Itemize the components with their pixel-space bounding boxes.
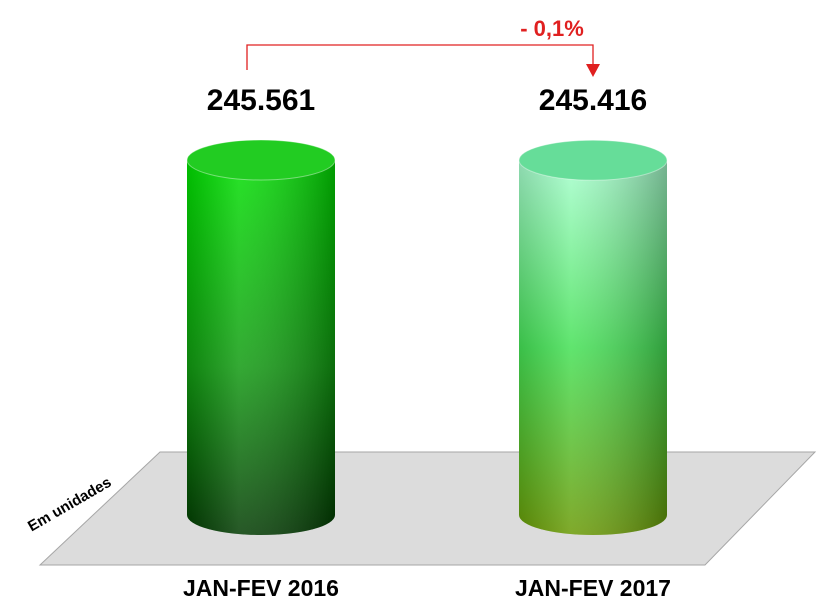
cylinder-shade xyxy=(187,160,335,535)
floor xyxy=(38,451,817,566)
cylinder-top xyxy=(518,139,668,181)
x-tick-label: JAN-FEV 2017 xyxy=(515,575,671,601)
value-label: 245.416 xyxy=(539,84,647,117)
annotation: - 0,1% xyxy=(520,16,584,41)
change-bracket xyxy=(246,44,594,70)
cylinder xyxy=(518,139,668,535)
cylinder-shade xyxy=(519,160,667,535)
arrow-head xyxy=(586,64,600,77)
value-label: 245.561 xyxy=(207,84,315,117)
cylinder-top xyxy=(186,139,336,181)
x-tick-label: JAN-FEV 2016 xyxy=(183,575,339,601)
cylinder xyxy=(186,139,336,535)
